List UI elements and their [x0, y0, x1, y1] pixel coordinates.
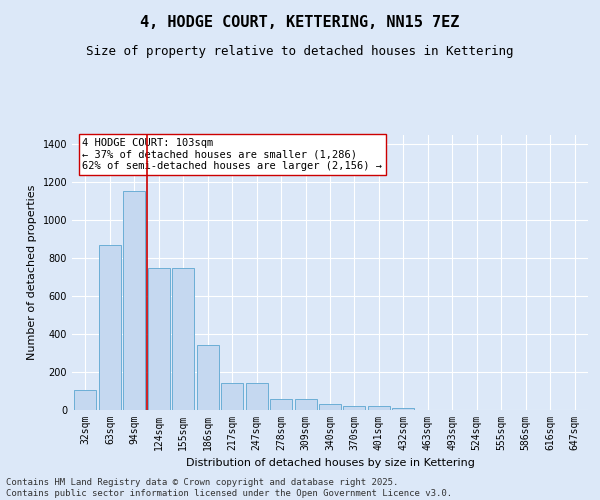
Bar — [197, 344, 219, 410]
Text: 4, HODGE COURT, KETTERING, NN15 7EZ: 4, HODGE COURT, KETTERING, NN15 7EZ — [140, 15, 460, 30]
Bar — [74, 390, 97, 410]
Y-axis label: Number of detached properties: Number of detached properties — [27, 185, 37, 360]
Bar — [319, 404, 341, 410]
Bar — [172, 268, 194, 410]
Bar — [245, 384, 268, 410]
Text: Size of property relative to detached houses in Kettering: Size of property relative to detached ho… — [86, 45, 514, 58]
Bar — [124, 191, 145, 410]
Bar — [148, 268, 170, 410]
Bar — [99, 245, 121, 410]
Text: Contains HM Land Registry data © Crown copyright and database right 2025.
Contai: Contains HM Land Registry data © Crown c… — [6, 478, 452, 498]
Bar — [368, 406, 390, 410]
Bar — [221, 384, 243, 410]
Bar — [295, 398, 317, 410]
Bar — [343, 406, 365, 410]
Text: 4 HODGE COURT: 103sqm
← 37% of detached houses are smaller (1,286)
62% of semi-d: 4 HODGE COURT: 103sqm ← 37% of detached … — [82, 138, 382, 171]
Bar — [392, 408, 415, 410]
X-axis label: Distribution of detached houses by size in Kettering: Distribution of detached houses by size … — [185, 458, 475, 468]
Bar — [270, 398, 292, 410]
